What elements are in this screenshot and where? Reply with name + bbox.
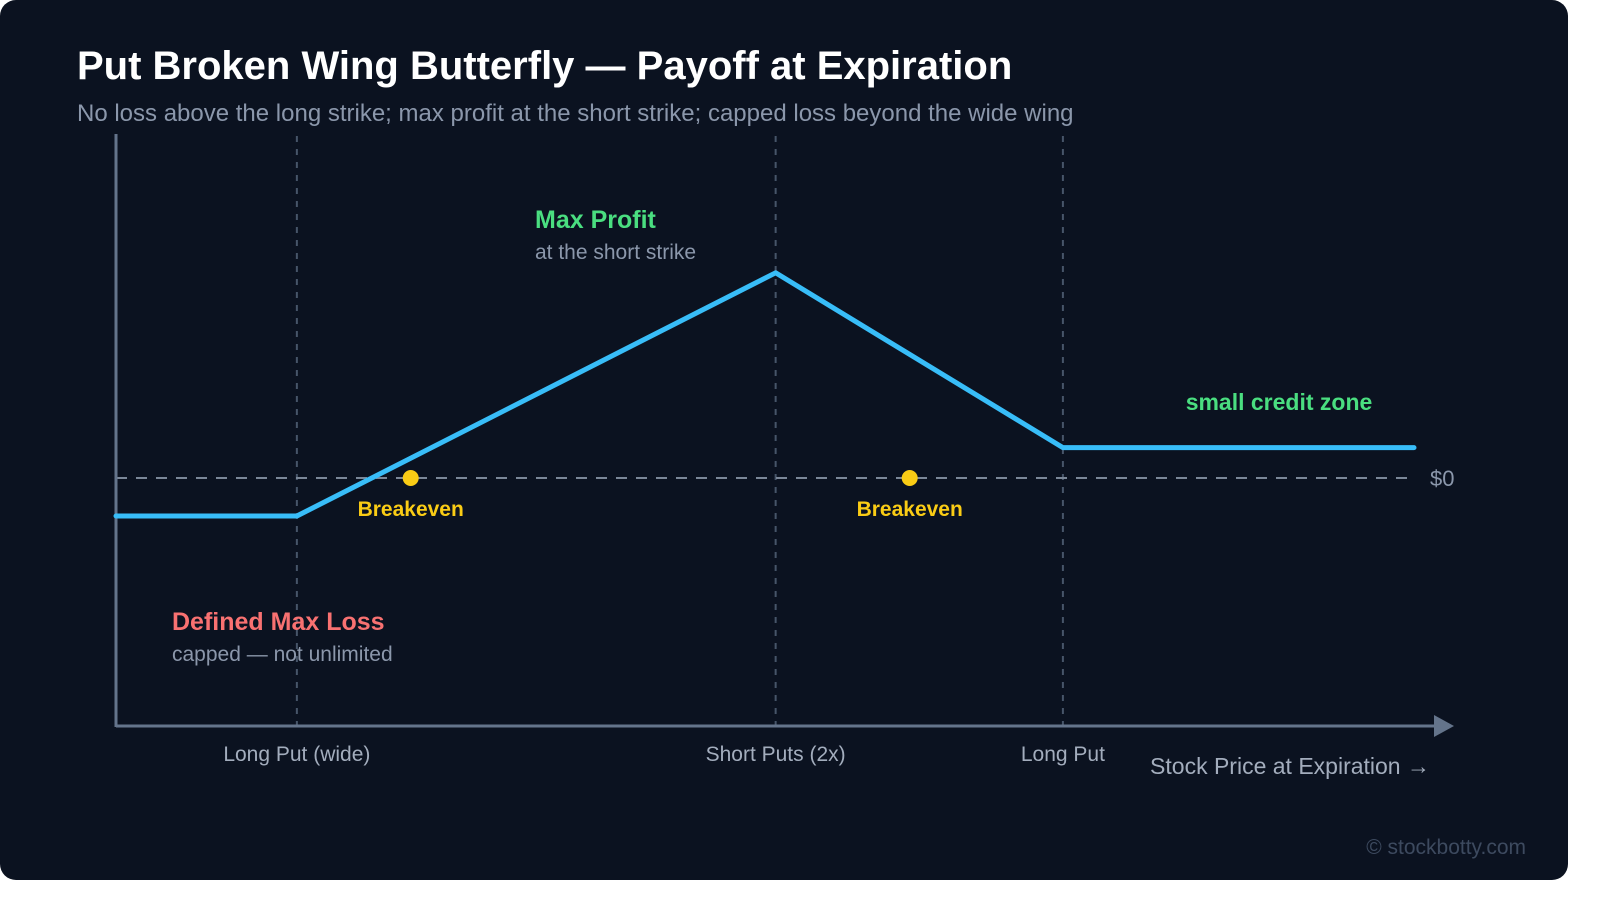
max-profit-label: Max Profit xyxy=(535,206,657,234)
max-profit-note: at the short strike xyxy=(535,241,696,264)
x-tick-label: Long Put xyxy=(1021,743,1105,766)
zero-label: $0 xyxy=(1430,466,1454,491)
payoff-chart: Long Put (wide) Short Puts (2x) Long Put $0… xyxy=(113,134,1454,779)
credit-zone-label: small credit zone xyxy=(1186,389,1373,415)
breakeven-point xyxy=(402,470,419,486)
breakeven-label: Breakeven xyxy=(358,498,464,521)
x-axis-label: Stock Price at Expiration → xyxy=(1150,753,1430,779)
chart-title: Put Broken Wing Butterfly — Payoff at Ex… xyxy=(77,44,1013,88)
x-tick-label: Short Puts (2x) xyxy=(706,743,846,766)
payoff-series-line xyxy=(113,270,1417,519)
breakeven-point xyxy=(901,470,918,486)
max-loss-label: Defined Max Loss xyxy=(172,608,385,636)
x-tick-label: Long Put (wide) xyxy=(223,743,370,766)
watermark: © stockbotty.com xyxy=(1366,836,1526,859)
chart-card: Put Broken Wing Butterfly — Payoff at Ex… xyxy=(0,0,1568,880)
max-loss-note: capped — not unlimited xyxy=(172,643,393,666)
breakeven-label: Breakeven xyxy=(857,498,963,521)
x-axis-arrow xyxy=(1434,715,1454,737)
chart-subtitle: No loss above the long strike; max profi… xyxy=(77,100,1074,127)
